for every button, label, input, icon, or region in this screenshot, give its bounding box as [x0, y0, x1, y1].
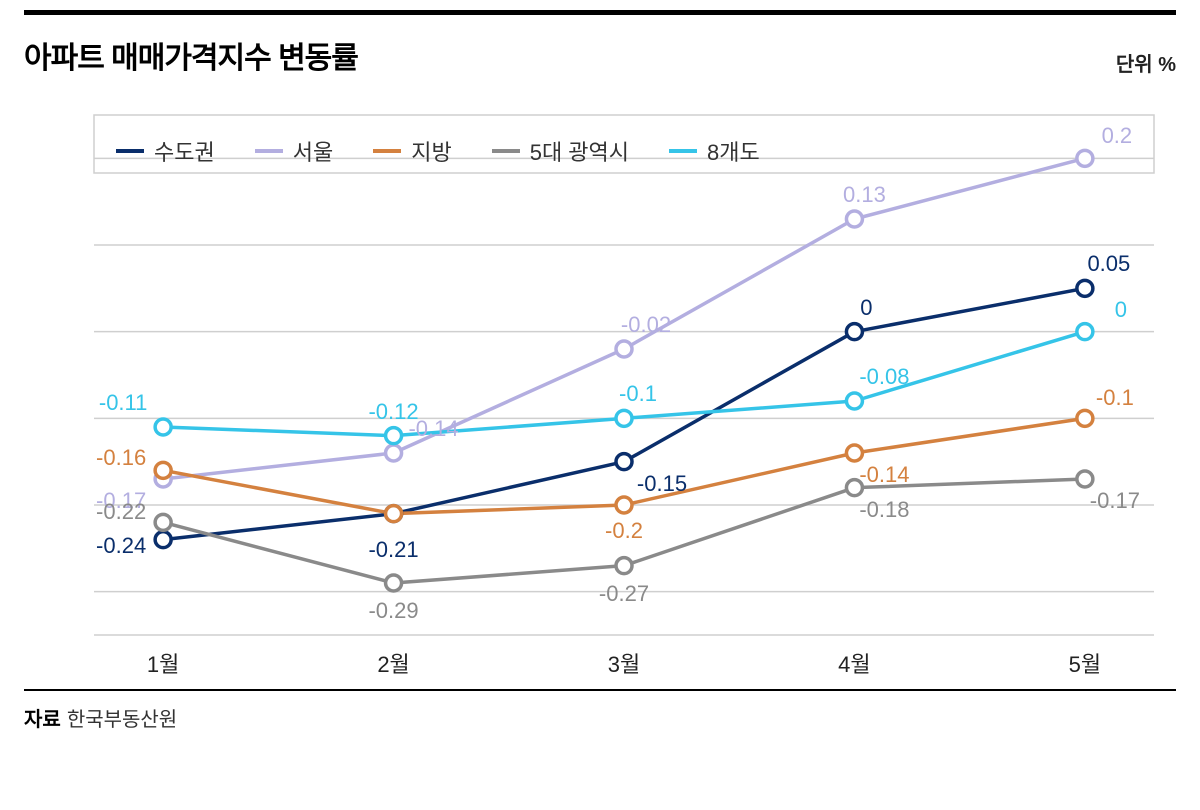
legend-item: 서울: [255, 135, 333, 167]
data-label: -0.27: [599, 581, 649, 607]
legend-swatch: [255, 149, 283, 153]
legend: 수도권 서울 지방 5대 광역시 8개도: [116, 135, 760, 167]
x-axis-label: 2월: [377, 647, 409, 679]
data-label: 0.2: [1102, 123, 1133, 149]
chart-title: 아파트 매매가격지수 변동률: [24, 33, 358, 77]
data-label: -0.22: [96, 499, 146, 525]
source-row: 자료 한국부동산원: [24, 691, 1176, 732]
data-label: -0.16: [96, 445, 146, 471]
x-axis-label: 1월: [147, 647, 179, 679]
legend-label: 서울: [293, 135, 333, 167]
data-label: -0.1: [1096, 385, 1134, 411]
source-label: 자료: [24, 709, 61, 731]
data-label: 0: [860, 295, 872, 321]
legend-item: 수도권: [116, 135, 215, 167]
legend-item: 8개도: [669, 135, 760, 167]
legend-swatch: [669, 149, 697, 153]
legend-label: 5대 광역시: [530, 135, 629, 167]
header-row: 아파트 매매가격지수 변동률 단위 %: [24, 15, 1176, 85]
chart-plot-area: 1월 2월 3월 4월 5월 -0.24 -0.21 -0.15 0 0.05 -0.17 -0.14…: [24, 85, 1176, 685]
data-label: -0.12: [368, 399, 418, 425]
legend-label: 지방: [411, 135, 451, 167]
data-label: -0.08: [859, 364, 909, 390]
chart-unit: 단위 %: [1116, 48, 1176, 77]
data-label: -0.21: [368, 537, 418, 563]
data-label: -0.18: [859, 497, 909, 523]
legend-swatch: [116, 149, 144, 153]
data-label: 0: [1115, 297, 1127, 323]
data-label: -0.2: [605, 518, 643, 544]
chart-container: 아파트 매매가격지수 변동률 단위 % 1월 2월 3월 4월 5월 -0.24 -0.21…: [0, 10, 1200, 810]
data-label: 0.13: [843, 182, 886, 208]
data-label: -0.29: [368, 598, 418, 624]
source-text: 한국부동산원: [67, 709, 177, 731]
data-label: -0.17: [1090, 488, 1140, 514]
legend-item: 5대 광역시: [492, 135, 629, 167]
x-axis-label: 4월: [838, 647, 870, 679]
legend-label: 수도권: [154, 135, 215, 167]
x-axis-label: 5월: [1069, 647, 1101, 679]
data-label: -0.02: [621, 312, 671, 338]
legend-swatch: [373, 149, 401, 153]
data-label: -0.15: [637, 471, 687, 497]
legend-label: 8개도: [707, 135, 760, 167]
data-label: -0.24: [96, 533, 146, 559]
legend-item: 지방: [373, 135, 451, 167]
data-label: -0.14: [859, 462, 909, 488]
legend-swatch: [492, 149, 520, 153]
data-label: -0.1: [619, 381, 657, 407]
data-label: -0.11: [99, 390, 148, 416]
data-label: 0.05: [1087, 251, 1130, 277]
x-axis-label: 3월: [608, 647, 640, 679]
